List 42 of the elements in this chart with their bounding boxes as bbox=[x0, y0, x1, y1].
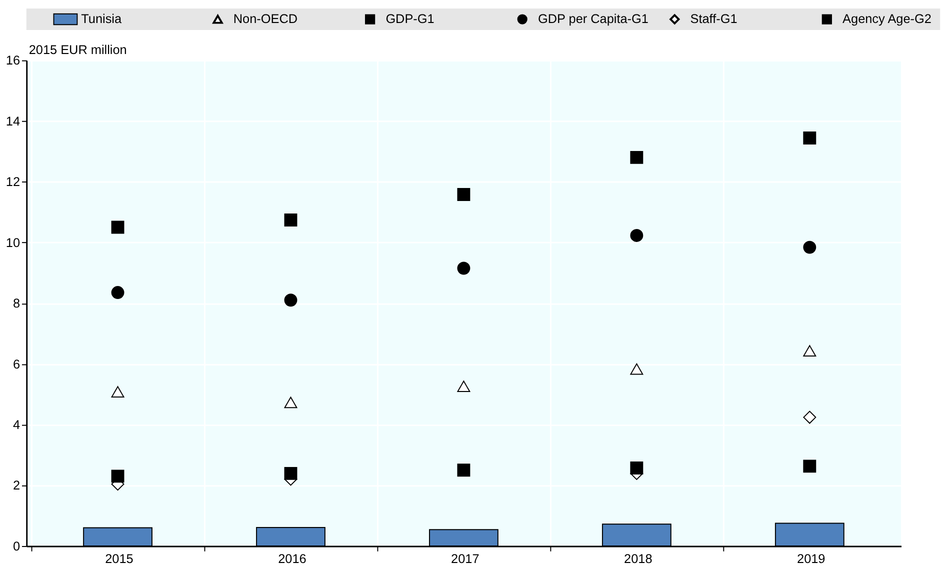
legend-label: GDP-G1 bbox=[386, 12, 434, 26]
y-tick-label: 6 bbox=[12, 357, 20, 372]
point bbox=[111, 386, 124, 398]
point bbox=[284, 466, 298, 480]
y-tick-label: 2 bbox=[12, 478, 20, 493]
y-tick-label: 16 bbox=[6, 54, 20, 68]
point bbox=[111, 470, 124, 483]
point bbox=[457, 380, 470, 392]
y-axis-title: 2015 EUR million bbox=[28, 42, 127, 57]
point bbox=[284, 294, 298, 307]
point bbox=[630, 363, 644, 375]
y-tick-label: 12 bbox=[6, 175, 20, 190]
legend-label: Agency Age-G2 bbox=[842, 12, 932, 26]
point bbox=[457, 464, 470, 477]
y-tick-label: 8 bbox=[12, 296, 20, 311]
point bbox=[803, 240, 816, 254]
point bbox=[457, 188, 470, 201]
legend-label: Non-OECD bbox=[233, 12, 298, 26]
point bbox=[630, 462, 644, 474]
point bbox=[630, 150, 644, 164]
point bbox=[457, 262, 470, 275]
y-tick-label: 0 bbox=[12, 539, 20, 554]
point bbox=[284, 396, 298, 408]
legend-label: GDP per Capita-G1 bbox=[538, 12, 648, 26]
legend-label: Staff-G1 bbox=[690, 12, 738, 26]
point bbox=[803, 410, 816, 424]
x-tick-label: 2019 bbox=[797, 552, 826, 566]
x-tick-label: 2017 bbox=[451, 552, 480, 566]
point bbox=[284, 214, 298, 226]
point bbox=[630, 229, 644, 242]
point bbox=[111, 220, 124, 234]
x-tick-label: 2016 bbox=[278, 552, 306, 566]
point bbox=[803, 460, 816, 473]
y-tick-label: 10 bbox=[6, 236, 20, 250]
x-tick-label: 2015 bbox=[105, 552, 134, 566]
x-tick-label: 2018 bbox=[624, 552, 652, 566]
legend-label: Tunisia bbox=[81, 12, 122, 26]
y-tick-label: 4 bbox=[12, 418, 20, 432]
y-tick-label: 14 bbox=[6, 114, 20, 128]
point bbox=[803, 345, 816, 356]
point bbox=[111, 286, 124, 299]
point bbox=[803, 132, 816, 144]
